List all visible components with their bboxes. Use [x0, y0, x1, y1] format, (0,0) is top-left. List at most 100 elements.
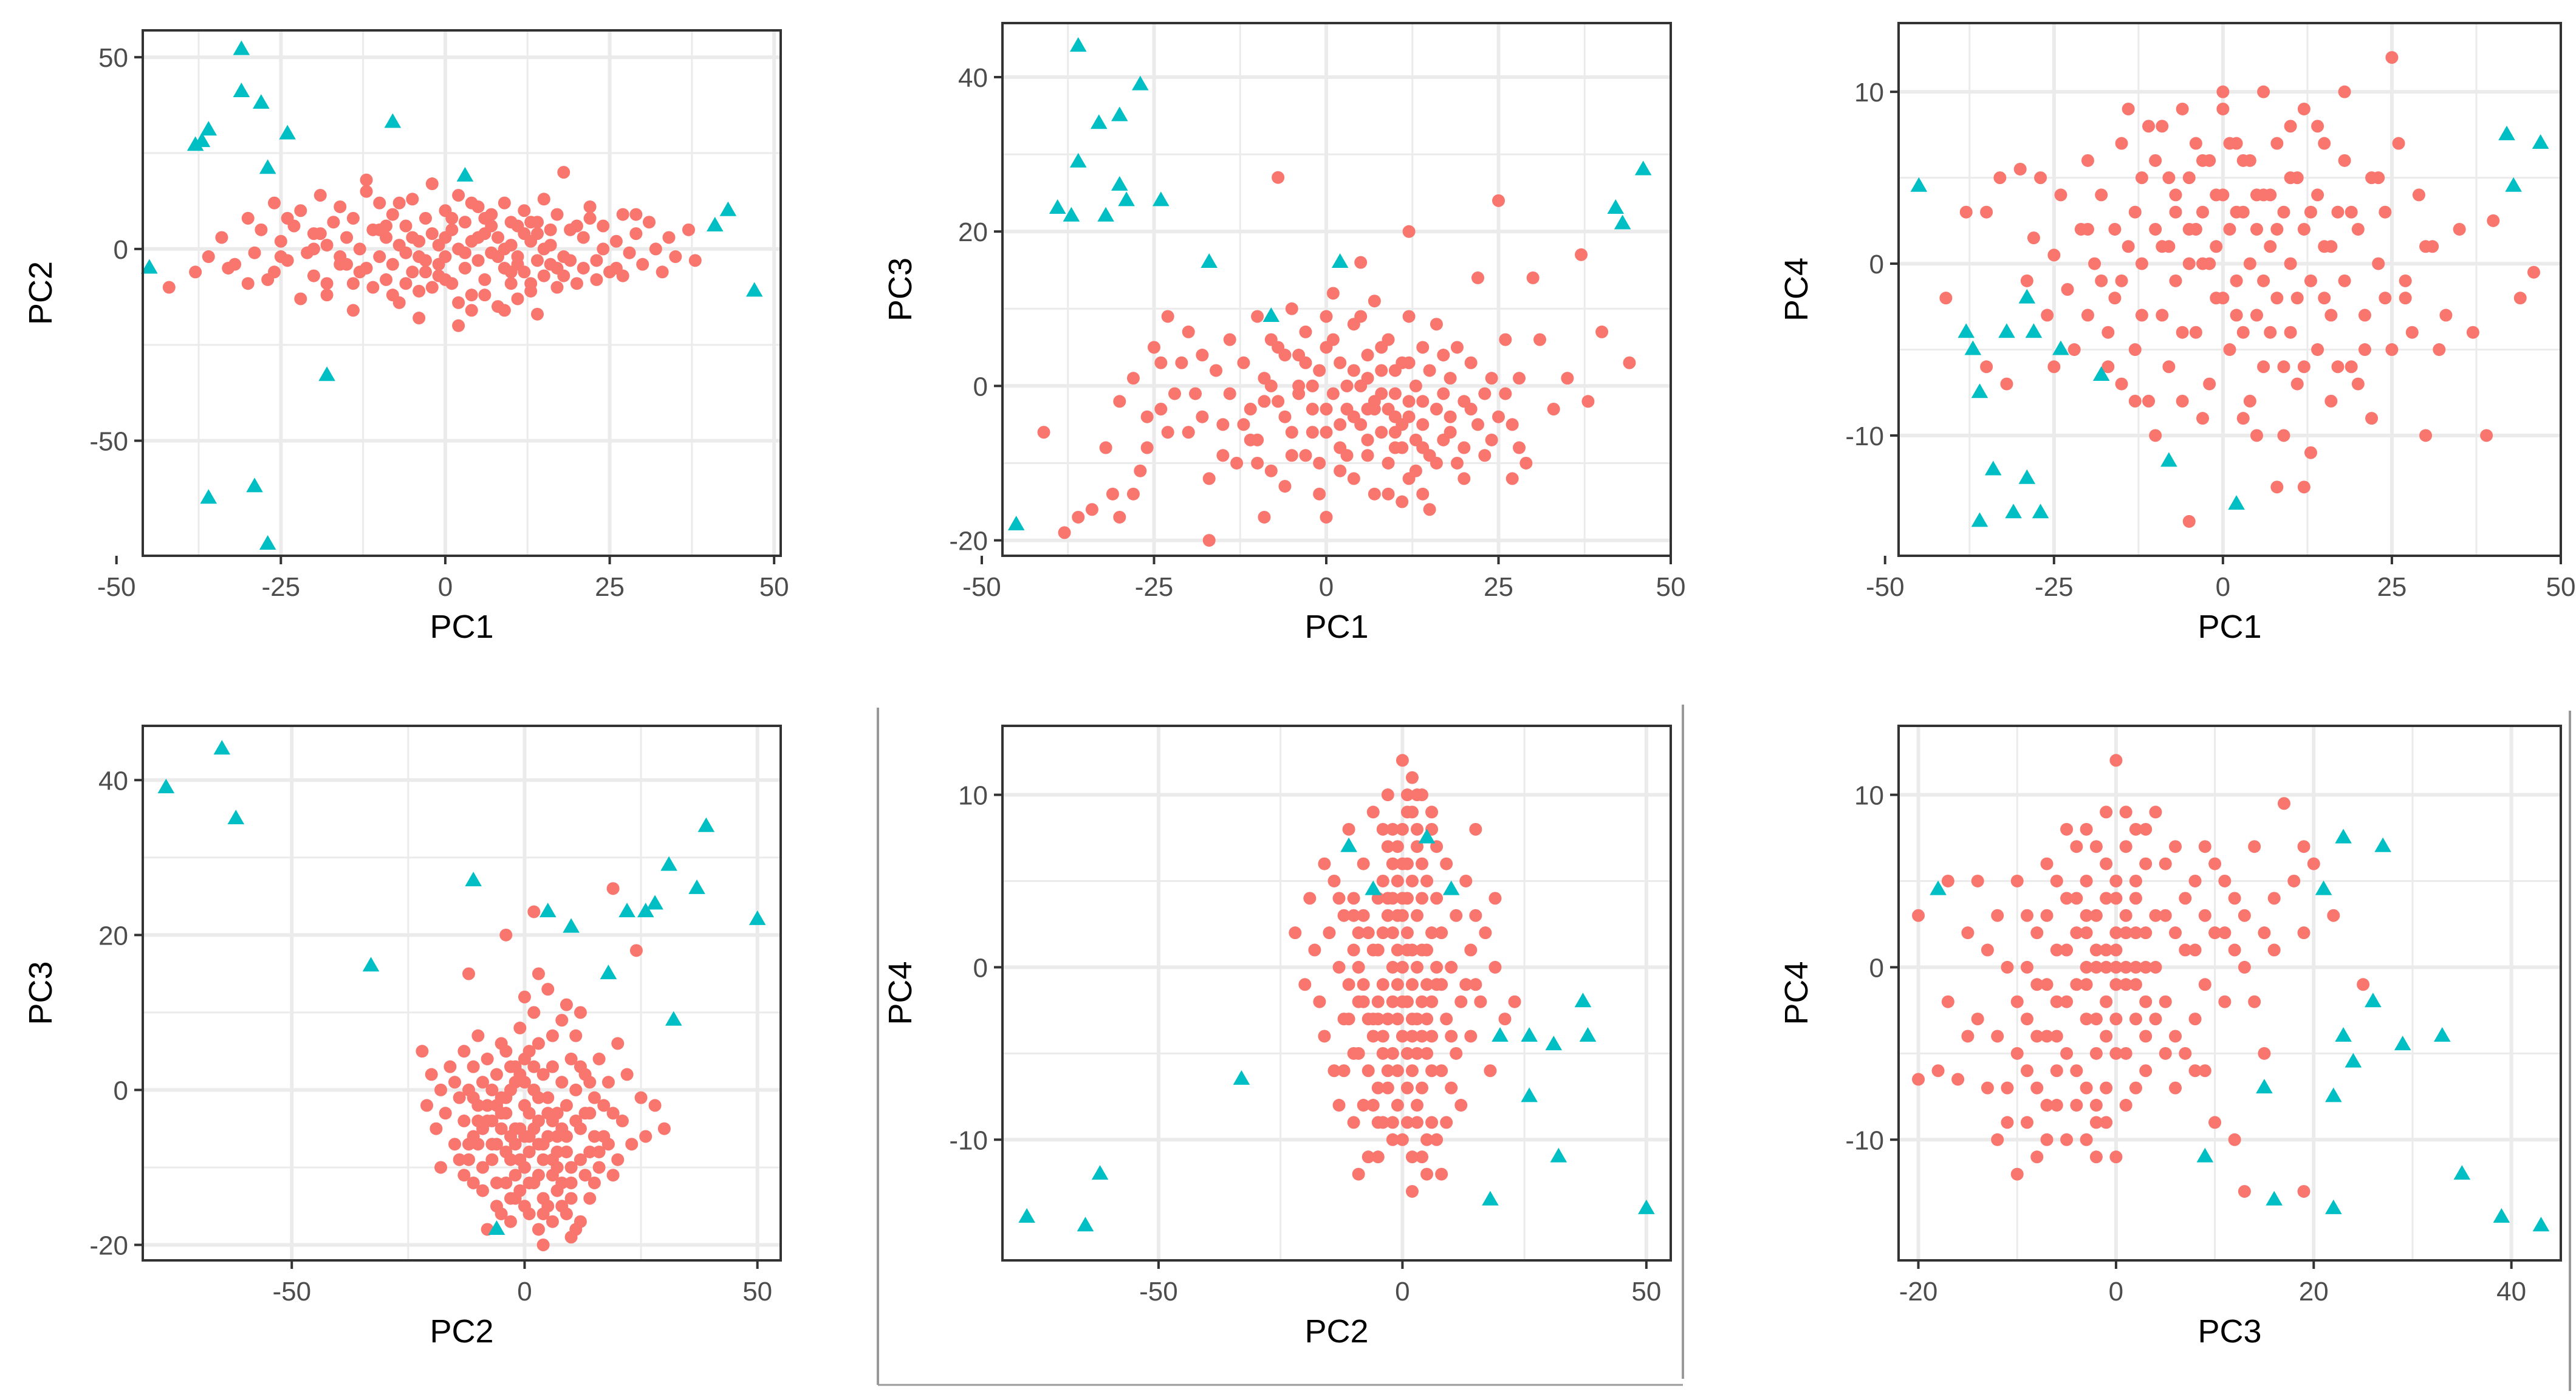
- data-point: [1971, 874, 1984, 887]
- data-point: [2236, 326, 2250, 339]
- data-point: [425, 281, 439, 294]
- y-tick-label: -20: [949, 527, 988, 556]
- x-tick-label: 0: [517, 1277, 532, 1307]
- data-point: [2020, 1064, 2033, 1078]
- data-point: [320, 239, 334, 252]
- data-point: [2304, 274, 2317, 287]
- data-point: [2080, 1081, 2093, 1095]
- data-point: [1376, 1047, 1389, 1060]
- data-point: [1357, 978, 1370, 991]
- outlier-point: [1579, 1027, 1597, 1042]
- data-point: [657, 1122, 671, 1135]
- data-point: [2179, 892, 2192, 905]
- outlier-point: [1971, 383, 1989, 398]
- y-tick-label: 10: [958, 781, 988, 811]
- data-point: [2119, 909, 2132, 922]
- data-point: [1347, 892, 1360, 905]
- data-point: [518, 1161, 531, 1174]
- data-point: [2129, 892, 2142, 905]
- data-point: [478, 211, 492, 225]
- data-point: [2089, 1047, 2103, 1060]
- data-point: [2258, 926, 2271, 940]
- data-point: [2331, 205, 2345, 219]
- data-point: [2115, 377, 2128, 391]
- data-point: [1400, 926, 1414, 940]
- data-point: [1450, 456, 1464, 470]
- data-point: [2095, 274, 2108, 287]
- data-point: [1469, 978, 1482, 991]
- data-point: [2010, 1167, 2024, 1181]
- data-point: [2100, 960, 2113, 974]
- data-point: [1386, 1133, 1399, 1146]
- data-point: [1386, 1047, 1399, 1060]
- data-point: [2109, 892, 2123, 905]
- data-point: [1405, 771, 1419, 784]
- data-point: [536, 1238, 550, 1251]
- data-point: [1469, 822, 1482, 836]
- data-point: [518, 227, 531, 241]
- data-point: [1140, 410, 1154, 423]
- outlier-point: [1007, 516, 1025, 531]
- data-point: [532, 1138, 545, 1151]
- data-point: [2080, 822, 2093, 836]
- data-point: [1381, 1013, 1394, 1026]
- data-point: [1526, 271, 1540, 284]
- data-point: [2439, 309, 2453, 322]
- data-point: [1244, 403, 1257, 416]
- y-tick-label: 0: [973, 953, 988, 983]
- data-point: [386, 289, 399, 302]
- data-point: [634, 1091, 648, 1104]
- data-point: [2010, 1047, 2024, 1060]
- data-point: [481, 1052, 494, 1065]
- data-point: [1416, 892, 1429, 905]
- data-point: [2089, 1099, 2103, 1112]
- data-point: [2000, 377, 2013, 391]
- data-point: [541, 1107, 555, 1120]
- data-point: [1400, 788, 1414, 802]
- data-point: [2169, 274, 2182, 287]
- data-point: [1182, 325, 1195, 338]
- outlier-point: [193, 132, 211, 148]
- x-tick-label: -50: [272, 1277, 311, 1307]
- outlier-point: [2453, 1165, 2471, 1180]
- data-point: [1951, 1073, 1965, 1086]
- data-point: [2050, 943, 2063, 957]
- data-point: [1258, 510, 1271, 524]
- data-point: [629, 208, 643, 221]
- outlier-point: [1090, 114, 1108, 129]
- data-point: [537, 193, 550, 206]
- data-point: [541, 1200, 555, 1213]
- data-point: [564, 254, 577, 267]
- data-point: [2030, 978, 2044, 991]
- data-point: [1388, 364, 1402, 377]
- data-point: [629, 227, 643, 241]
- data-point: [1533, 333, 1547, 346]
- data-point: [1458, 472, 1471, 485]
- data-point: [564, 1161, 578, 1174]
- data-point: [2358, 343, 2371, 357]
- data-point: [2080, 909, 2093, 922]
- data-point: [241, 211, 255, 225]
- data-point: [504, 1153, 517, 1166]
- data-point: [202, 250, 215, 264]
- data-point: [1223, 333, 1236, 346]
- data-point: [2080, 874, 2093, 887]
- data-point: [1313, 364, 1326, 377]
- outlier-point: [2493, 1208, 2510, 1223]
- data-point: [2513, 292, 2527, 305]
- data-point: [569, 1114, 583, 1127]
- data-point: [1126, 372, 1140, 385]
- data-point: [485, 1114, 499, 1127]
- data-point: [467, 1060, 480, 1073]
- data-point: [1362, 1064, 1375, 1078]
- data-point: [495, 1207, 508, 1220]
- data-point: [267, 196, 281, 210]
- data-point: [564, 1176, 578, 1189]
- data-point: [2419, 429, 2433, 442]
- data-point: [2109, 754, 2123, 767]
- data-point: [2372, 257, 2385, 270]
- data-point: [1991, 1133, 2004, 1146]
- data-point: [2139, 857, 2153, 870]
- data-point: [2139, 926, 2153, 940]
- outlier-point: [1111, 176, 1128, 191]
